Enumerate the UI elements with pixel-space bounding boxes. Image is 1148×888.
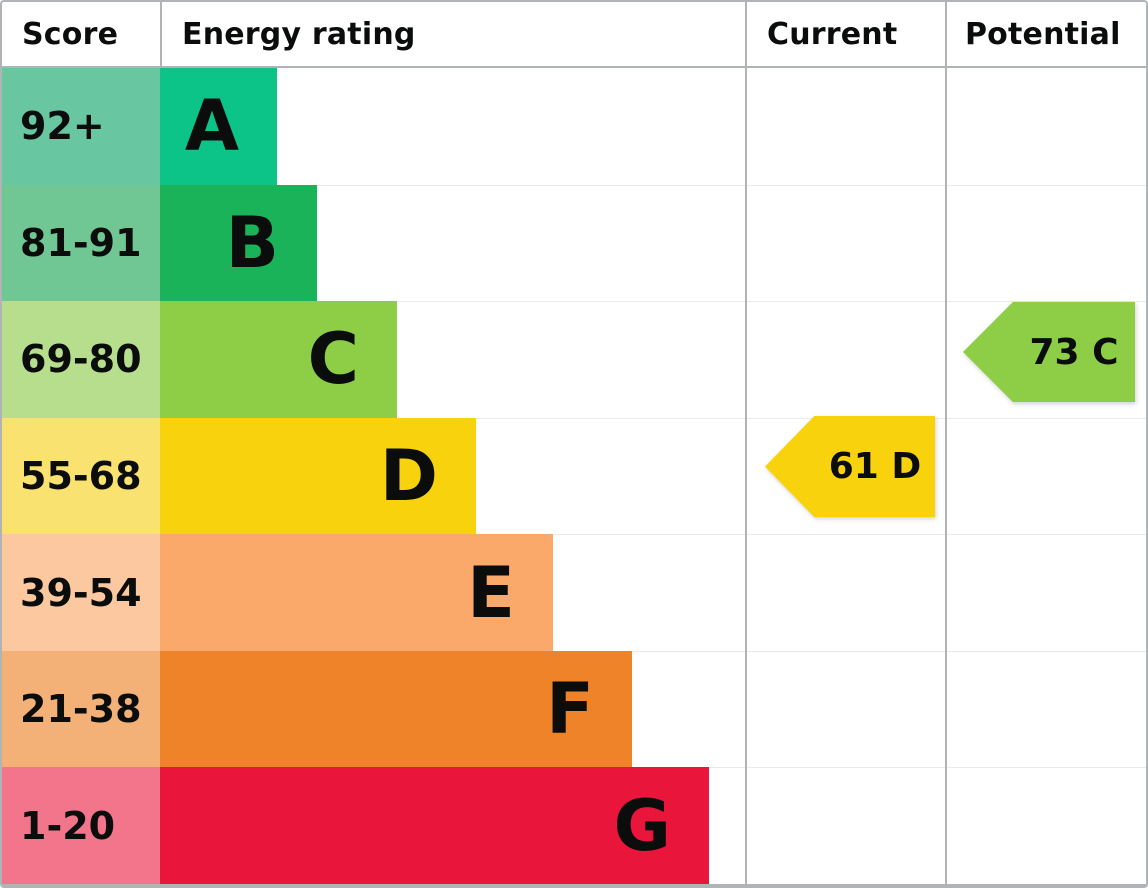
rating-rows: 92+ A 81-91 B 69-80 C — [2, 68, 1146, 884]
band-letter-d: D — [379, 435, 438, 518]
score-cell-b: 81-91 — [2, 184, 160, 302]
score-range-b: 81-91 — [20, 220, 142, 265]
header-current: Current — [745, 2, 945, 66]
header-score-label: Score — [22, 16, 119, 52]
header-potential-label: Potential — [965, 16, 1121, 52]
header-energy-rating: Energy rating — [162, 2, 745, 66]
rating-bar-c: C — [160, 301, 397, 418]
current-rating-arrow-shape: 61 D — [765, 416, 935, 517]
band-row-e: 39-54 E — [2, 534, 1146, 652]
header-energy-rating-label: Energy rating — [182, 16, 416, 52]
band-row-f: 21-38 F — [2, 650, 1146, 769]
score-cell-a: 92+ — [2, 68, 160, 185]
score-range-c: 69-80 — [20, 337, 142, 382]
rating-bar-b: B — [160, 184, 317, 302]
band-row-b: 81-91 B — [2, 184, 1146, 302]
band-row-a: 92+ A — [2, 68, 1146, 186]
rating-bar-d: D — [160, 417, 476, 535]
current-column-divider — [745, 2, 747, 884]
rating-bar-e: E — [160, 534, 553, 651]
potential-rating-value: 73 C — [1029, 331, 1119, 373]
score-range-f: 21-38 — [20, 687, 142, 732]
current-rating-arrow: 61 D — [765, 416, 935, 517]
score-range-g: 1-20 — [20, 803, 116, 848]
score-range-e: 39-54 — [20, 570, 142, 615]
band-letter-e: E — [467, 551, 515, 634]
rating-bar-f: F — [160, 650, 632, 768]
score-cell-g: 1-20 — [2, 767, 160, 884]
band-letter-b: B — [225, 201, 279, 284]
band-row-c: 69-80 C — [2, 301, 1146, 419]
potential-column-divider — [945, 2, 947, 884]
band-letter-g: G — [613, 784, 671, 867]
potential-rating-arrow-shape: 73 C — [963, 302, 1135, 402]
header-potential: Potential — [945, 2, 1146, 66]
band-letter-f: F — [546, 668, 594, 751]
header-score: Score — [2, 2, 162, 66]
score-cell-e: 39-54 — [2, 534, 160, 651]
score-range-d: 55-68 — [20, 454, 142, 499]
score-cell-d: 55-68 — [2, 417, 160, 535]
band-letter-c: C — [307, 318, 359, 401]
header-current-label: Current — [767, 16, 898, 52]
potential-rating-arrow: 73 C — [963, 302, 1135, 402]
score-cell-c: 69-80 — [2, 301, 160, 418]
rating-bar-a: A — [160, 68, 277, 185]
score-range-a: 92+ — [20, 104, 105, 149]
score-cell-f: 21-38 — [2, 650, 160, 768]
current-rating-value: 61 D — [828, 446, 922, 487]
band-row-d: 55-68 D — [2, 417, 1146, 535]
band-row-g: 1-20 G — [2, 767, 1146, 884]
chart-header-row: Score Energy rating Current Potential — [2, 2, 1146, 68]
band-letter-a: A — [184, 85, 239, 168]
rating-bar-g: G — [160, 767, 709, 884]
